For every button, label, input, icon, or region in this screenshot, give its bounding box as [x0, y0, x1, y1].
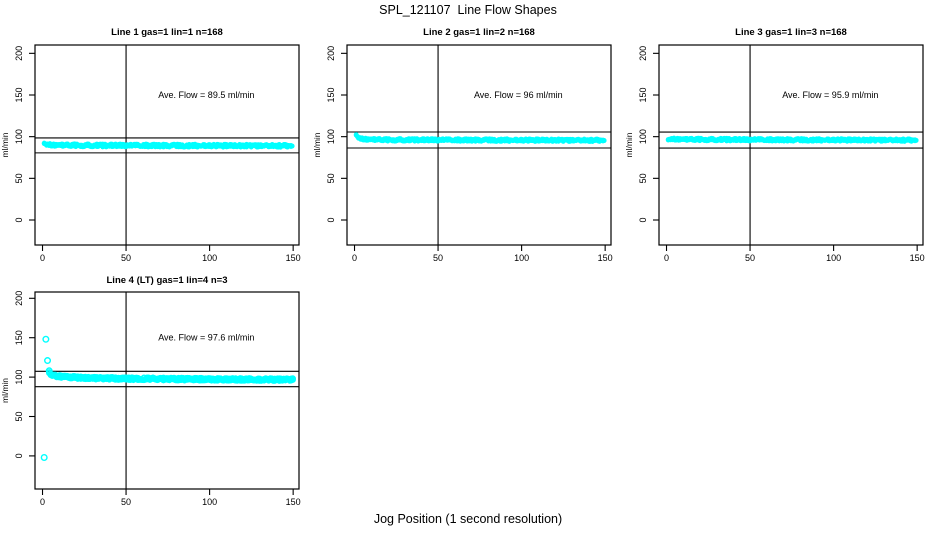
- x-tick-label: 150: [598, 253, 613, 263]
- data-points: [41, 140, 295, 150]
- y-axis-title: ml/min: [624, 132, 634, 157]
- y-tick-label: 150: [638, 87, 648, 102]
- y-tick-label: 50: [14, 173, 24, 183]
- x-tick-label: 50: [433, 253, 443, 263]
- y-tick-label: 100: [14, 129, 24, 144]
- x-tick-label: 150: [286, 253, 301, 263]
- y-axis-title: ml/min: [0, 132, 10, 157]
- x-tick-label: 0: [352, 253, 357, 263]
- x-tick-label: 0: [40, 497, 45, 507]
- x-tick-label: 150: [910, 253, 925, 263]
- y-tick-label: 150: [326, 87, 336, 102]
- y-tick-label: 50: [326, 173, 336, 183]
- y-tick-label: 50: [638, 173, 648, 183]
- y-tick-label: 50: [14, 411, 24, 421]
- y-tick-label: 100: [638, 129, 648, 144]
- panel-line-3-chart: Line 3 gas=1 lin=3 n=168 0 50 100 150 0 50 100 1…: [624, 27, 925, 263]
- ave-flow-annotation: Ave. Flow = 97.6 ml/min: [158, 333, 254, 343]
- data-points: [353, 132, 607, 145]
- plot-box: [34, 291, 300, 490]
- y-tick-label: 150: [14, 87, 24, 102]
- panel-title: Line 1 gas=1 lin=1 n=168: [111, 27, 223, 38]
- y-axis-title: ml/min: [312, 132, 322, 157]
- plot-box: [34, 44, 300, 246]
- data-point: [42, 335, 50, 343]
- y-tick-label: 0: [638, 217, 648, 222]
- y-tick-label: 200: [14, 46, 24, 61]
- data-point: [289, 143, 295, 149]
- x-axis-label: Jog Position (1 second resolution): [373, 512, 563, 526]
- y-tick-label: 200: [326, 46, 336, 61]
- y-tick-label: 100: [326, 129, 336, 144]
- panel-title: Line 2 gas=1 lin=2 n=168: [423, 27, 535, 38]
- x-tick-label: 50: [745, 253, 755, 263]
- data-points: [40, 335, 296, 461]
- ave-flow-annotation: Ave. Flow = 89.5 ml/min: [158, 90, 254, 100]
- x-tick-label: 100: [514, 253, 529, 263]
- y-tick-label: 200: [14, 291, 24, 306]
- figure-title: SPL_121107 Line Flow Shapes: [379, 3, 557, 17]
- y-tick-label: 100: [14, 370, 24, 385]
- panel-line-1-chart: Line 1 gas=1 lin=1 n=168 0 50 100 150 0 50 100 1…: [0, 27, 301, 263]
- x-tick-label: 100: [826, 253, 841, 263]
- y-tick-label: 150: [14, 330, 24, 345]
- y-tick-label: 200: [638, 46, 648, 61]
- x-tick-label: 100: [202, 253, 217, 263]
- x-tick-label: 0: [664, 253, 669, 263]
- x-tick-label: 50: [121, 497, 131, 507]
- panel-title: Line 4 (LT) gas=1 lin=4 n=3: [107, 275, 228, 286]
- ave-flow-annotation: Ave. Flow = 96 ml/min: [474, 90, 563, 100]
- data-point: [40, 453, 48, 461]
- data-point: [289, 375, 296, 382]
- data-point: [913, 138, 919, 143]
- y-tick-label: 0: [14, 217, 24, 222]
- ave-flow-annotation: Ave. Flow = 95.9 ml/min: [782, 90, 878, 100]
- x-tick-label: 0: [40, 253, 45, 263]
- y-tick-label: 0: [14, 453, 24, 458]
- x-tick-label: 150: [286, 497, 301, 507]
- data-point: [601, 138, 607, 144]
- data-points: [665, 135, 919, 144]
- x-tick-label: 100: [202, 497, 217, 507]
- y-axis-title: ml/min: [0, 378, 10, 403]
- y-tick-label: 0: [326, 217, 336, 222]
- panel-title: Line 3 gas=1 lin=3 n=168: [735, 27, 847, 38]
- panel-line-2-chart: Line 2 gas=1 lin=2 n=168 0 50 100 150 0 50 100 1…: [312, 27, 613, 263]
- plot-box: [658, 44, 924, 246]
- plot-box: [346, 44, 612, 246]
- panel-line-4-chart: Line 4 (LT) gas=1 lin=4 n=3 0 50 100 150 0 50 1…: [0, 275, 301, 507]
- data-point: [44, 357, 52, 365]
- x-tick-label: 50: [121, 253, 131, 263]
